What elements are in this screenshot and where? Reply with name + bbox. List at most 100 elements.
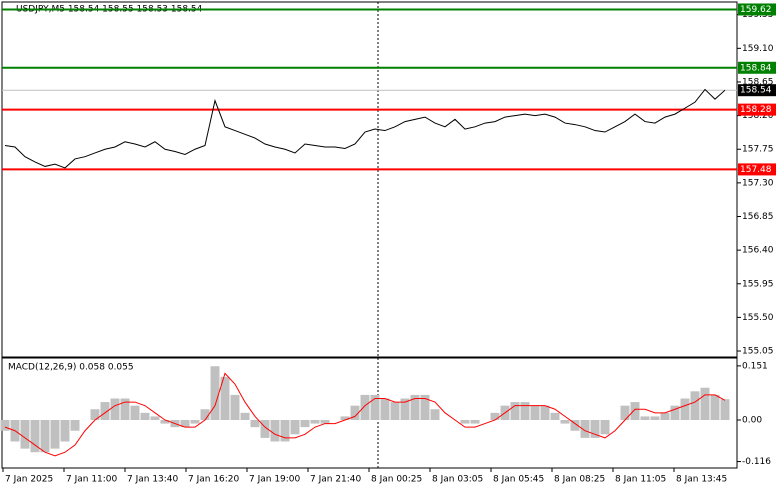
macd-bar bbox=[290, 419, 300, 435]
price-line bbox=[4, 88, 726, 169]
macd-bar bbox=[520, 402, 530, 420]
macd-bar bbox=[230, 394, 240, 420]
y-tick-label: 155.05 bbox=[742, 347, 774, 357]
macd-bar bbox=[50, 419, 60, 449]
x-tick-label: 7 Jan 11:00 bbox=[66, 475, 118, 485]
y-tick-label: 0.151 bbox=[742, 361, 768, 371]
macd-bar bbox=[570, 419, 580, 431]
macd-bar bbox=[720, 399, 730, 420]
y-tick-label: 156.40 bbox=[742, 246, 774, 256]
y-tick-label: 0.00 bbox=[742, 415, 762, 425]
macd-bar bbox=[240, 412, 250, 420]
level-tag bbox=[738, 103, 776, 116]
x-tick-label: 8 Jan 00:25 bbox=[371, 475, 422, 485]
macd-bar bbox=[100, 402, 110, 420]
x-tick-label: 7 Jan 21:40 bbox=[310, 475, 362, 485]
macd-bar bbox=[470, 419, 480, 424]
x-tick-label: 8 Jan 13:45 bbox=[676, 475, 727, 485]
macd-bar bbox=[70, 419, 80, 431]
macd-title: MACD(12,26,9) 0.058 0.055 bbox=[8, 363, 134, 373]
x-tick-label: 7 Jan 16:20 bbox=[188, 475, 240, 485]
macd-bar bbox=[390, 402, 400, 420]
macd-bar bbox=[600, 419, 610, 435]
macd-bar bbox=[210, 366, 220, 420]
y-tick-label: 159.10 bbox=[742, 44, 774, 54]
macd-bar bbox=[130, 405, 140, 420]
y-tick-label: 155.95 bbox=[742, 279, 774, 289]
macd-bar bbox=[320, 419, 330, 424]
macd-bar bbox=[540, 405, 550, 420]
macd-bar bbox=[680, 398, 690, 420]
level-tag bbox=[738, 163, 776, 176]
macd-bar bbox=[60, 419, 70, 442]
macd-bar bbox=[300, 419, 310, 428]
macd-bar bbox=[0, 419, 10, 431]
macd-bar bbox=[150, 416, 160, 420]
macd-bar bbox=[660, 412, 670, 420]
y-tick-label: -0.116 bbox=[742, 457, 771, 467]
price-frame bbox=[1, 1, 738, 358]
signal-line bbox=[4, 372, 726, 457]
macd-bar bbox=[340, 416, 350, 420]
macd-bar bbox=[700, 387, 710, 420]
macd-bar bbox=[310, 419, 320, 424]
macd-bar bbox=[110, 398, 120, 420]
macd-bar bbox=[370, 394, 380, 420]
macd-bar bbox=[710, 394, 720, 420]
macd-bar bbox=[20, 419, 30, 449]
level-label: 157.48 bbox=[740, 165, 772, 175]
macd-bar bbox=[690, 391, 700, 420]
macd-bar bbox=[280, 419, 290, 442]
macd-bar bbox=[560, 419, 570, 424]
y-tick-label: 157.75 bbox=[742, 145, 774, 155]
macd-bar bbox=[160, 419, 170, 424]
level-tag bbox=[738, 3, 776, 16]
y-tick-label: 155.50 bbox=[742, 313, 774, 323]
macd-bar bbox=[350, 405, 360, 420]
macd-bar bbox=[400, 398, 410, 420]
macd-bar bbox=[510, 402, 520, 420]
macd-bar bbox=[670, 405, 680, 420]
macd-bar bbox=[250, 419, 260, 428]
macd-bar bbox=[120, 398, 130, 420]
macd-bar bbox=[460, 419, 470, 424]
macd-bar bbox=[550, 412, 560, 420]
level-label: 159.62 bbox=[740, 5, 772, 15]
y-tick-label: 158.65 bbox=[742, 77, 774, 87]
macd-bar bbox=[360, 394, 370, 420]
y-tick-label: 156.85 bbox=[742, 212, 774, 222]
macd-bar bbox=[580, 419, 590, 438]
level-label: 158.84 bbox=[740, 63, 772, 73]
macd-bar bbox=[620, 405, 630, 420]
macd-bar bbox=[630, 402, 640, 420]
macd-bar bbox=[180, 419, 190, 428]
macd-bar bbox=[430, 409, 440, 420]
x-tick-label: 8 Jan 11:05 bbox=[615, 475, 666, 485]
macd-bar bbox=[640, 416, 650, 420]
macd-bar bbox=[30, 419, 40, 453]
macd-bar bbox=[420, 394, 430, 420]
x-tick-label: 7 Jan 19:00 bbox=[249, 475, 301, 485]
price-tag bbox=[738, 84, 776, 97]
x-tick-label: 8 Jan 08:25 bbox=[554, 475, 605, 485]
macd-bar bbox=[190, 419, 200, 424]
macd-bar bbox=[530, 405, 540, 420]
macd-bar bbox=[490, 412, 500, 420]
macd-bar bbox=[90, 409, 100, 420]
x-tick-label: 7 Jan 2025 bbox=[5, 475, 53, 485]
macd-bar bbox=[220, 376, 230, 420]
level-tag bbox=[738, 61, 776, 74]
macd-bar bbox=[590, 419, 600, 438]
macd-bar bbox=[260, 419, 270, 438]
y-tick-label: 157.30 bbox=[742, 178, 774, 188]
x-tick-label: 8 Jan 03:05 bbox=[432, 475, 483, 485]
x-tick-label: 8 Jan 05:45 bbox=[493, 475, 544, 485]
macd-bar bbox=[650, 416, 660, 420]
price-label: 158.54 bbox=[740, 86, 772, 96]
macd-bar bbox=[200, 409, 210, 420]
macd-bar bbox=[410, 394, 420, 420]
macd-bar bbox=[380, 398, 390, 420]
macd-bar bbox=[270, 419, 280, 442]
macd-bar bbox=[140, 412, 150, 420]
